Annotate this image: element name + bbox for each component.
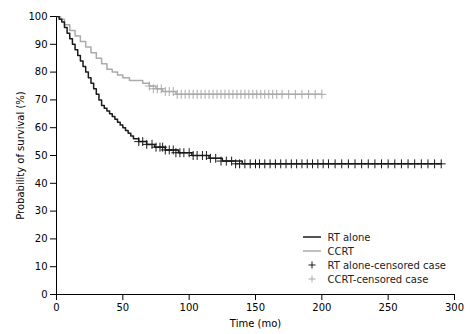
- svg-text:0: 0: [41, 289, 47, 300]
- html-text:CCRT: CCRT: [327, 245, 354, 257]
- html-text:RT alone: RT alone: [327, 231, 371, 243]
- svg-text:80: 80: [35, 66, 48, 77]
- svg-text:150: 150: [246, 302, 265, 313]
- svg-text:Probability of survival (%): Probability of survival (%): [15, 91, 26, 220]
- svg-text:40: 40: [35, 178, 48, 189]
- svg-text:30: 30: [35, 205, 48, 216]
- svg-text:90: 90: [35, 39, 48, 50]
- svg-text:100: 100: [28, 11, 47, 22]
- svg-text:250: 250: [379, 302, 398, 313]
- svg-text:60: 60: [35, 122, 48, 133]
- svg-text:Time (mo): Time (mo): [229, 318, 281, 329]
- svg-text:100: 100: [180, 302, 199, 313]
- svg-text:20: 20: [35, 233, 48, 244]
- html-text:CCRT-censored case: CCRT-censored case: [327, 273, 429, 285]
- svg-text:10: 10: [35, 261, 48, 272]
- svg-text:70: 70: [35, 94, 48, 105]
- svg-text:50: 50: [35, 150, 48, 161]
- svg-text:300: 300: [445, 302, 464, 313]
- svg-text:200: 200: [312, 302, 331, 313]
- svg-text:50: 50: [116, 302, 129, 313]
- svg-text:0: 0: [53, 302, 59, 313]
- html-text:RT alone-censored case: RT alone-censored case: [327, 259, 446, 271]
